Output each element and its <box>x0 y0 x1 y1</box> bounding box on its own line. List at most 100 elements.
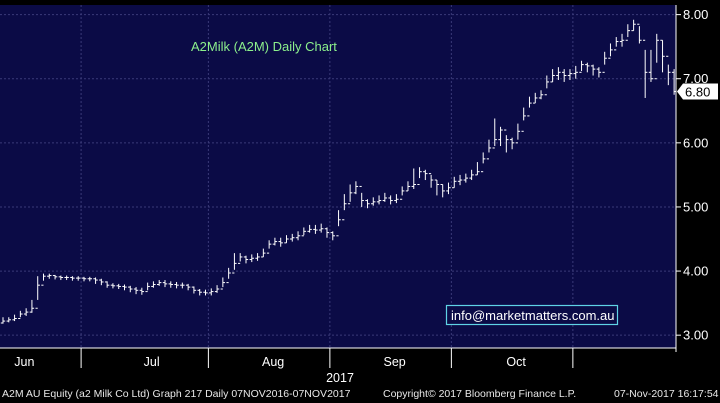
ohlc-bar <box>371 197 376 206</box>
ohlc-bar <box>550 69 555 83</box>
x-month-label-3: Sep <box>383 355 405 369</box>
ohlc-bar <box>29 299 35 313</box>
ohlc-bar <box>434 179 440 196</box>
ohlc-bar <box>313 224 318 234</box>
ohlc-bar <box>191 286 197 294</box>
ohlc-bar <box>203 289 208 296</box>
ohlc-bar <box>533 92 538 104</box>
ohlc-bar <box>226 267 231 284</box>
ohlc-bar <box>232 253 237 274</box>
ohlc-bar <box>41 273 46 286</box>
ohlc-bar <box>423 169 428 181</box>
ohlc-bar <box>573 65 578 79</box>
y-tick-label-3: 5.00 <box>683 199 708 214</box>
ohlc-bar <box>18 310 23 320</box>
ohlc-bar <box>475 162 480 176</box>
ohlc-bar <box>139 287 145 295</box>
x-year-label: 2017 <box>326 371 354 385</box>
ohlc-bar <box>596 67 602 78</box>
footer-timestamp: 07-Nov-2017 16:17:54 <box>614 388 719 400</box>
ohlc-bar <box>417 167 422 186</box>
ohlc-bar <box>440 184 445 198</box>
ohlc-bar <box>388 195 393 205</box>
ohlc-bar <box>394 194 399 204</box>
ohlc-bar <box>469 169 474 181</box>
annotation-text: info@marketmatters.com.au <box>451 308 614 323</box>
ohlc-bar <box>382 192 388 202</box>
ohlc-bar <box>266 240 272 254</box>
footer-security-info: A2M AU Equity (a2 Milk Co Ltd) Graph 217… <box>2 388 351 400</box>
ohlc-bar <box>515 123 521 144</box>
ohlc-bar <box>99 278 104 286</box>
ohlc-bar <box>209 288 214 296</box>
ohlc-bar <box>654 33 659 80</box>
plot-area <box>0 5 676 348</box>
ohlc-bar <box>243 255 249 264</box>
ohlc-bar <box>492 118 497 149</box>
ohlc-bar <box>174 281 179 289</box>
ohlc-bar <box>521 107 526 132</box>
ohlc-bar <box>0 317 6 324</box>
ohlc-bar <box>12 314 17 322</box>
chart-title: A2Milk (A2M) Daily Chart <box>191 39 337 54</box>
ohlc-bar <box>52 274 58 280</box>
ohlc-bar <box>567 69 573 81</box>
ohlc-bar <box>284 235 289 244</box>
ohlc-bar <box>585 62 590 73</box>
ohlc-bar <box>261 248 266 258</box>
ohlc-bar <box>93 277 98 284</box>
ohlc-bar <box>463 173 469 183</box>
ohlc-bar <box>538 90 544 100</box>
ohlc-bar <box>544 75 550 96</box>
ohlc-bar <box>133 287 139 295</box>
ohlc-bar <box>625 24 631 41</box>
ohlc-bar <box>185 283 191 291</box>
ohlc-bar <box>556 67 561 81</box>
y-tick-label-4: 4.00 <box>683 264 708 279</box>
ohlc-bar <box>614 37 619 51</box>
ohlc-bar <box>480 152 486 173</box>
annotation-box <box>445 304 619 326</box>
ohlc-bar <box>399 186 405 200</box>
ohlc-bar <box>70 276 75 281</box>
ohlc-bar <box>214 285 220 293</box>
ohlc-bar <box>128 285 133 293</box>
ohlc-bar <box>619 33 625 47</box>
y-tick-label-2: 6.00 <box>683 135 708 150</box>
ohlc-bar <box>504 129 509 153</box>
ohlc-bar <box>353 181 359 195</box>
ohlc-bar <box>452 176 457 189</box>
ohlc-bar <box>35 276 40 309</box>
x-month-label-4: Oct <box>506 355 526 369</box>
x-month-label-1: Jul <box>144 355 160 369</box>
price-series <box>0 19 677 324</box>
ohlc-bar <box>318 223 324 233</box>
last-price-label: 6.80 <box>685 85 710 100</box>
ohlc-bar <box>561 69 567 82</box>
ohlc-bar <box>168 281 173 288</box>
ohlc-bar <box>347 184 353 205</box>
ohlc-bar <box>671 69 677 95</box>
y-tick-label-1: 7.00 <box>683 71 708 86</box>
ohlc-bar <box>457 174 463 186</box>
ohlc-bar <box>116 283 121 290</box>
x-month-label-0: Jun <box>14 355 34 369</box>
ohlc-bar <box>151 281 156 288</box>
y-tick-label-0: 8.00 <box>683 7 708 22</box>
ohlc-bar <box>590 64 596 76</box>
ohlc-bar <box>301 227 307 237</box>
ohlc-bar <box>64 275 69 281</box>
ohlc-bar <box>162 280 168 288</box>
ohlc-bar <box>342 194 347 221</box>
ohlc-bar <box>602 51 607 73</box>
ohlc-bar <box>324 227 330 238</box>
ohlc-bar <box>660 39 665 73</box>
ohlc-bar <box>278 237 283 247</box>
ohlc-bar <box>122 284 127 291</box>
ohlc-bar <box>642 39 648 98</box>
ohlc-bar <box>336 210 341 237</box>
ohlc-bar <box>527 96 532 117</box>
ohlc-bar <box>486 139 492 160</box>
ohlc-bar <box>608 43 613 59</box>
ohlc-bar <box>76 276 81 281</box>
